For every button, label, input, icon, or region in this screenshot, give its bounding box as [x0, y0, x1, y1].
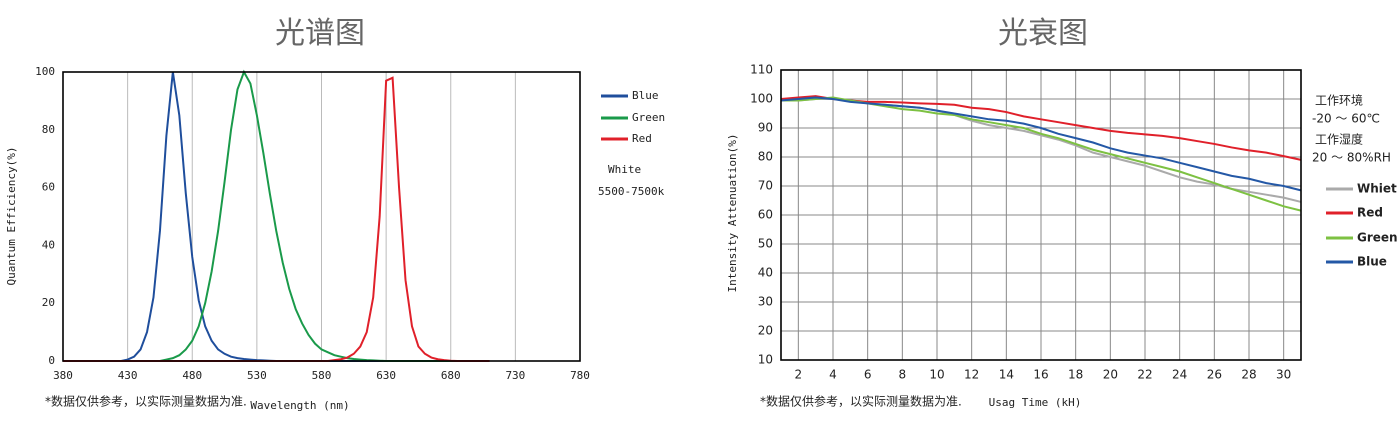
legend-label: Red	[1357, 206, 1383, 220]
plot-frame	[62, 71, 581, 362]
legend-label: Red	[632, 132, 652, 145]
x-tick-label: 730	[505, 369, 525, 382]
x-tick-label: 8	[899, 368, 907, 382]
x-tick-label: 580	[312, 369, 332, 382]
y-tick-label: 60	[42, 181, 55, 194]
y-tick-label: 80	[758, 150, 773, 164]
y-tick-label: 0	[48, 354, 55, 367]
x-tick-label: 20	[1103, 368, 1118, 382]
annotation: 工作环境	[1315, 93, 1363, 108]
x-tick-label: 12	[964, 368, 979, 382]
x-tick-label: 30	[1276, 368, 1291, 382]
x-tick-label: 28	[1241, 368, 1256, 382]
y-tick-label: 40	[42, 238, 55, 251]
legend-label: Blue	[1357, 255, 1387, 269]
x-tick-label: 6	[864, 368, 872, 382]
x-tick-label: 22	[1137, 368, 1152, 382]
y-tick-label: 30	[758, 295, 773, 309]
x-tick-label: 4	[829, 368, 837, 382]
annotation: -20 ～ 60℃	[1312, 112, 1380, 126]
y-axis-label: Intensity Attenuation(%)	[726, 134, 739, 293]
y-tick-label: 90	[758, 121, 773, 135]
annotation: 5500-7500k	[598, 185, 665, 198]
series-line	[63, 76, 490, 362]
x-tick-label: 26	[1207, 368, 1222, 382]
footnote: *数据仅供参考，以实际测量数据为准.	[45, 394, 247, 409]
legend-label: Blue	[632, 89, 659, 102]
x-tick-label: 16	[1033, 368, 1048, 382]
y-tick-label: 10	[758, 353, 773, 367]
legend-label: Green	[1357, 231, 1398, 245]
y-tick-label: 20	[758, 324, 773, 338]
plot-frame	[780, 69, 1302, 361]
y-axis-label: Quantum Efficiency(%)	[5, 146, 18, 285]
series-line	[63, 69, 490, 362]
x-axis-label: Wavelength (nm)	[250, 399, 349, 412]
y-tick-label: 40	[758, 266, 773, 280]
y-tick-label: 20	[42, 296, 55, 309]
legend-label: Whiet	[1357, 182, 1397, 196]
annotation: 工作湿度	[1315, 132, 1363, 147]
annotation: White	[608, 163, 641, 176]
y-tick-label: 110	[750, 63, 773, 77]
annotation: 20 ～ 80%RH	[1312, 151, 1391, 165]
y-tick-label: 80	[42, 123, 55, 136]
x-axis-label: Usag Time (kH)	[989, 396, 1082, 409]
x-tick-label: 24	[1172, 368, 1187, 382]
x-tick-label: 780	[570, 369, 590, 382]
series-line	[63, 71, 490, 362]
x-tick-label: 680	[441, 369, 461, 382]
x-tick-label: 530	[247, 369, 267, 382]
x-tick-label: 2	[795, 368, 803, 382]
y-tick-label: 100	[750, 92, 773, 106]
x-tick-label: 14	[999, 368, 1014, 382]
series-line	[780, 96, 1302, 192]
x-tick-label: 430	[118, 369, 138, 382]
x-tick-label: 630	[376, 369, 396, 382]
chart-title: 光谱图	[275, 16, 365, 51]
x-tick-label: 18	[1068, 368, 1083, 382]
legend-label: Green	[632, 111, 665, 124]
y-tick-label: 50	[758, 237, 773, 251]
footnote: *数据仅供参考，以实际测量数据为准.	[760, 394, 962, 409]
x-tick-label: 480	[182, 369, 202, 382]
series-line	[780, 95, 1302, 161]
y-tick-label: 100	[35, 65, 55, 78]
y-tick-label: 70	[758, 179, 773, 193]
y-tick-label: 60	[758, 208, 773, 222]
x-tick-label: 10	[929, 368, 944, 382]
x-tick-label: 380	[53, 369, 73, 382]
chart-title: 光衰图	[998, 16, 1088, 51]
